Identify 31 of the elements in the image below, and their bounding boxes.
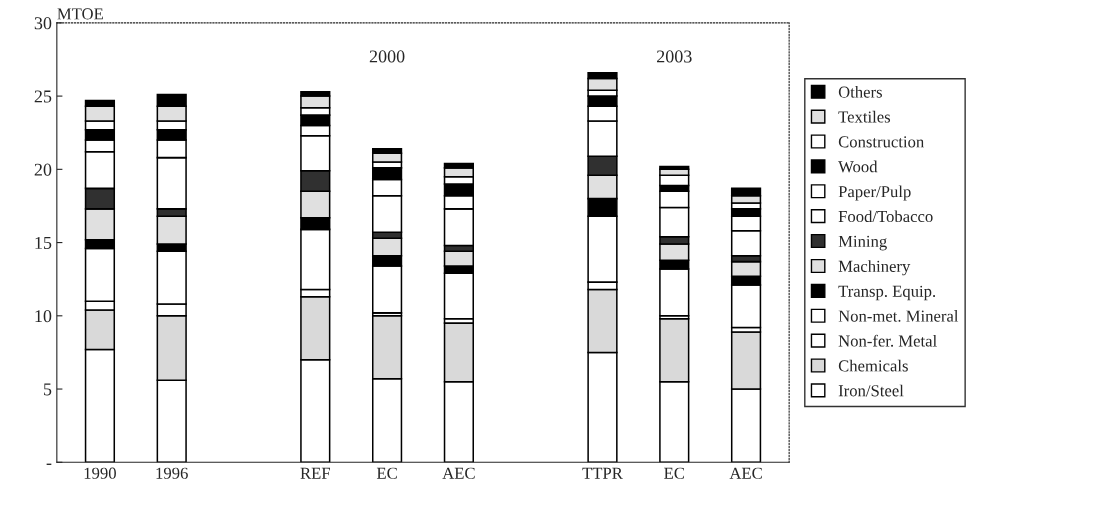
legend-label: Food/Tobacco [838, 210, 933, 223]
legend-label: Textiles [838, 110, 891, 123]
annotation: 2000 [369, 50, 405, 63]
x-tick-label: AEC [729, 467, 762, 479]
y-tick-label: 10 [35, 310, 52, 323]
legend-label: Transp. Equip. [838, 285, 936, 301]
legend-label: Mining [838, 235, 887, 251]
y-tick-label: 25 [34, 90, 52, 103]
y-tick-label: - [46, 463, 52, 465]
legend-label: Machinery [838, 260, 911, 276]
legend-label: Paper/Pulp [838, 185, 911, 201]
x-tick-label: 1990 [84, 467, 116, 479]
y-tick-label: 20 [34, 163, 52, 176]
legend-label: Others [838, 85, 882, 98]
y-tick-label: 15 [35, 236, 52, 250]
annotation: 2003 [657, 50, 692, 63]
y-tick-label: 5 [44, 383, 52, 396]
x-tick-label: AEC [442, 467, 475, 479]
x-tick-label: EC [664, 467, 684, 479]
x-tick-label: REF [300, 467, 330, 479]
legend-label: Iron/Steel [838, 384, 904, 397]
y-axis-title: MTOE [57, 8, 103, 20]
legend-label: Non-fer. Metal [838, 334, 937, 347]
x-tick-label: TTPR [582, 467, 623, 479]
x-tick-label: 1996 [156, 467, 188, 479]
legend-label: Construction [838, 136, 924, 148]
y-tick-label: 30 [34, 17, 52, 30]
legend-label: Chemicals [838, 359, 908, 372]
legend-label: Wood [838, 160, 878, 173]
x-tick-label: EC [376, 467, 397, 479]
legend-label: Non-met. Mineral [838, 310, 959, 322]
